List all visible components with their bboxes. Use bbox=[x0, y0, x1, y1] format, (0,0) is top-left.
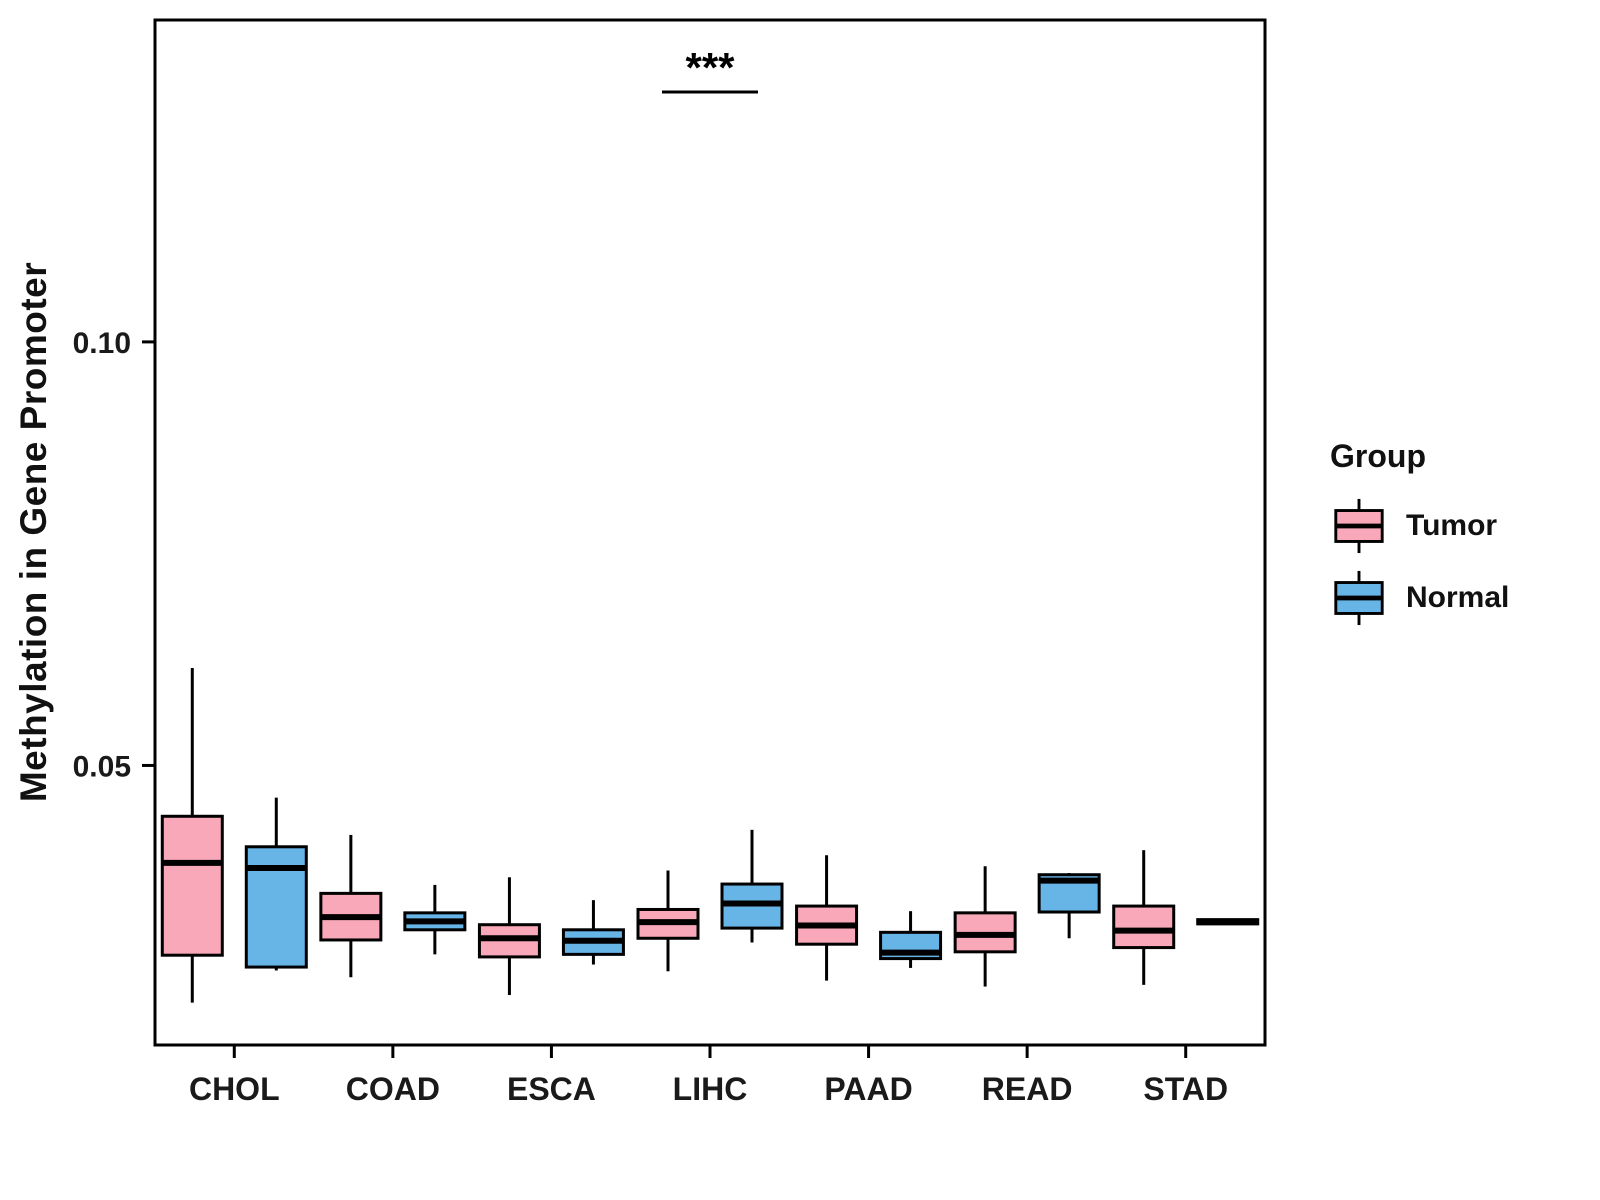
normal-boxplot-key-icon bbox=[1334, 570, 1384, 626]
box-normal-stad bbox=[1196, 918, 1260, 926]
y-axis-title: Methylation in Gene Promoter bbox=[13, 261, 54, 803]
box-tumor-lihc bbox=[636, 870, 700, 972]
x-tick-label: COAD bbox=[346, 1071, 440, 1107]
x-tick-label: STAD bbox=[1143, 1071, 1228, 1107]
x-tick-label: LIHC bbox=[673, 1071, 748, 1107]
x-tick-label: PAAD bbox=[824, 1071, 912, 1107]
box-normal-chol bbox=[244, 797, 308, 971]
box-tumor-chol bbox=[160, 668, 224, 1003]
legend-title: Group bbox=[1330, 438, 1426, 474]
box-normal-esca bbox=[561, 900, 625, 965]
iqr-box bbox=[160, 814, 224, 957]
legend-label-normal: Normal bbox=[1406, 581, 1510, 614]
box-tumor-stad bbox=[1112, 850, 1176, 985]
iqr-box bbox=[1112, 904, 1176, 950]
box-normal-read bbox=[1037, 873, 1101, 939]
tumor-boxplot-key-icon bbox=[1334, 498, 1384, 554]
box-normal-coad bbox=[403, 884, 467, 955]
iqr-box bbox=[244, 845, 308, 969]
box-normal-paad bbox=[879, 911, 943, 968]
legend: Group Tumor Normal bbox=[1330, 438, 1509, 627]
x-tick-label: READ bbox=[982, 1071, 1073, 1107]
x-tick-label: CHOL bbox=[189, 1071, 280, 1107]
x-tick-label: ESCA bbox=[507, 1071, 596, 1107]
box-tumor-read bbox=[953, 866, 1017, 987]
legend-item-tumor: Tumor bbox=[1330, 497, 1509, 555]
box-tumor-esca bbox=[477, 877, 541, 996]
legend-label-tumor: Tumor bbox=[1406, 509, 1498, 542]
box-normal-lihc bbox=[720, 829, 784, 943]
box-tumor-coad bbox=[319, 834, 383, 978]
y-tick-label: 0.05 bbox=[73, 750, 131, 783]
significance-label: *** bbox=[685, 44, 735, 91]
legend-item-normal: Normal bbox=[1330, 569, 1509, 627]
y-tick-label: 0.10 bbox=[73, 327, 131, 360]
box-tumor-paad bbox=[795, 855, 859, 981]
